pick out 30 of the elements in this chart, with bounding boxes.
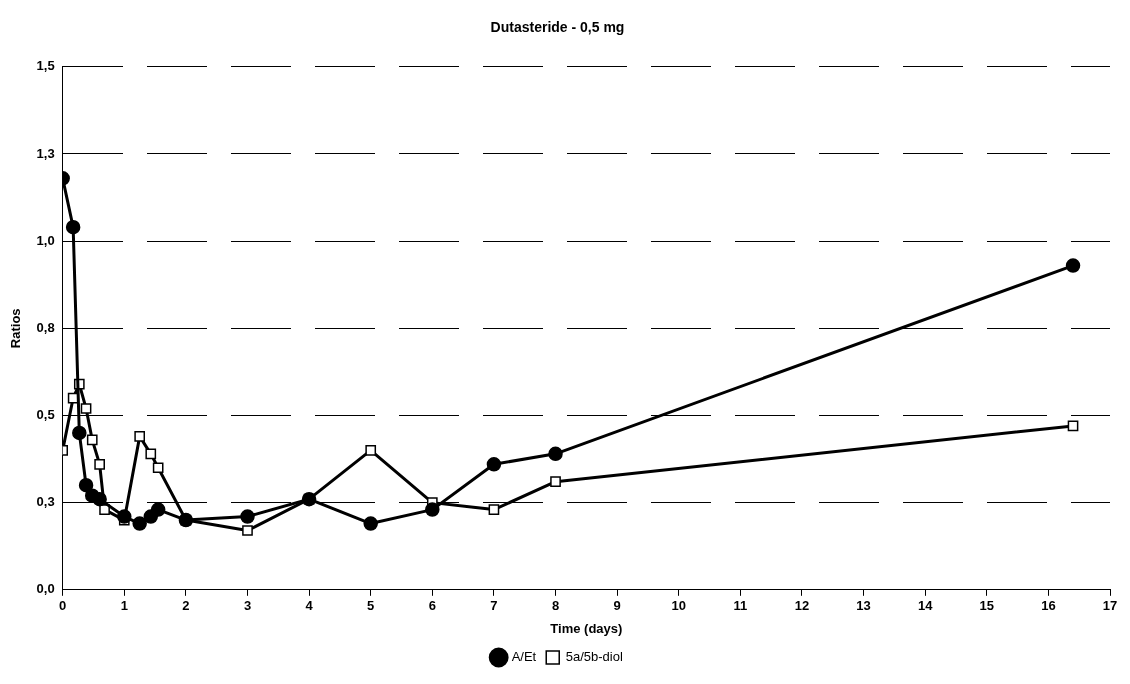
x-tick-label: 15 xyxy=(979,598,995,614)
x-tick-label: 12 xyxy=(794,598,810,614)
x-tick-label: 1 xyxy=(120,598,128,614)
y-tick-label: 0,5 xyxy=(36,407,55,423)
x-tick-label: 4 xyxy=(305,598,314,614)
x-tick-label: 17 xyxy=(1102,598,1118,614)
x-tick-label: 5 xyxy=(367,598,375,614)
x-tick-label: 14 xyxy=(917,598,934,614)
x-tick-label: 0 xyxy=(59,598,67,614)
y-tick-label: 0,3 xyxy=(36,494,55,510)
y-tick-label: 0,0 xyxy=(36,581,55,597)
x-tick-label: 8 xyxy=(551,598,560,614)
y-tick-label: 1,5 xyxy=(36,58,55,74)
chart-title: Dutasteride - 0,5 mg xyxy=(490,19,625,36)
x-tick-label: 11 xyxy=(733,598,748,614)
y-axis-title: Ratios xyxy=(8,308,24,349)
x-tick-label: 10 xyxy=(671,598,686,614)
x-tick-label: 2 xyxy=(182,598,190,614)
legend-label: A/Et xyxy=(511,649,537,665)
x-tick-label: 13 xyxy=(856,598,871,614)
x-tick-label: 7 xyxy=(490,598,498,614)
x-tick-label: 9 xyxy=(613,598,621,614)
x-tick-label: 6 xyxy=(428,598,436,614)
x-tick-label: 16 xyxy=(1041,598,1056,614)
y-tick-label: 1,0 xyxy=(36,232,55,248)
legend-label: 5a/5b-diol xyxy=(565,649,623,665)
y-tick-label: 1,3 xyxy=(36,145,55,161)
y-tick-label: 0,8 xyxy=(36,319,55,335)
x-axis-title: Time (days) xyxy=(550,620,623,636)
x-tick-label: 3 xyxy=(243,598,252,614)
